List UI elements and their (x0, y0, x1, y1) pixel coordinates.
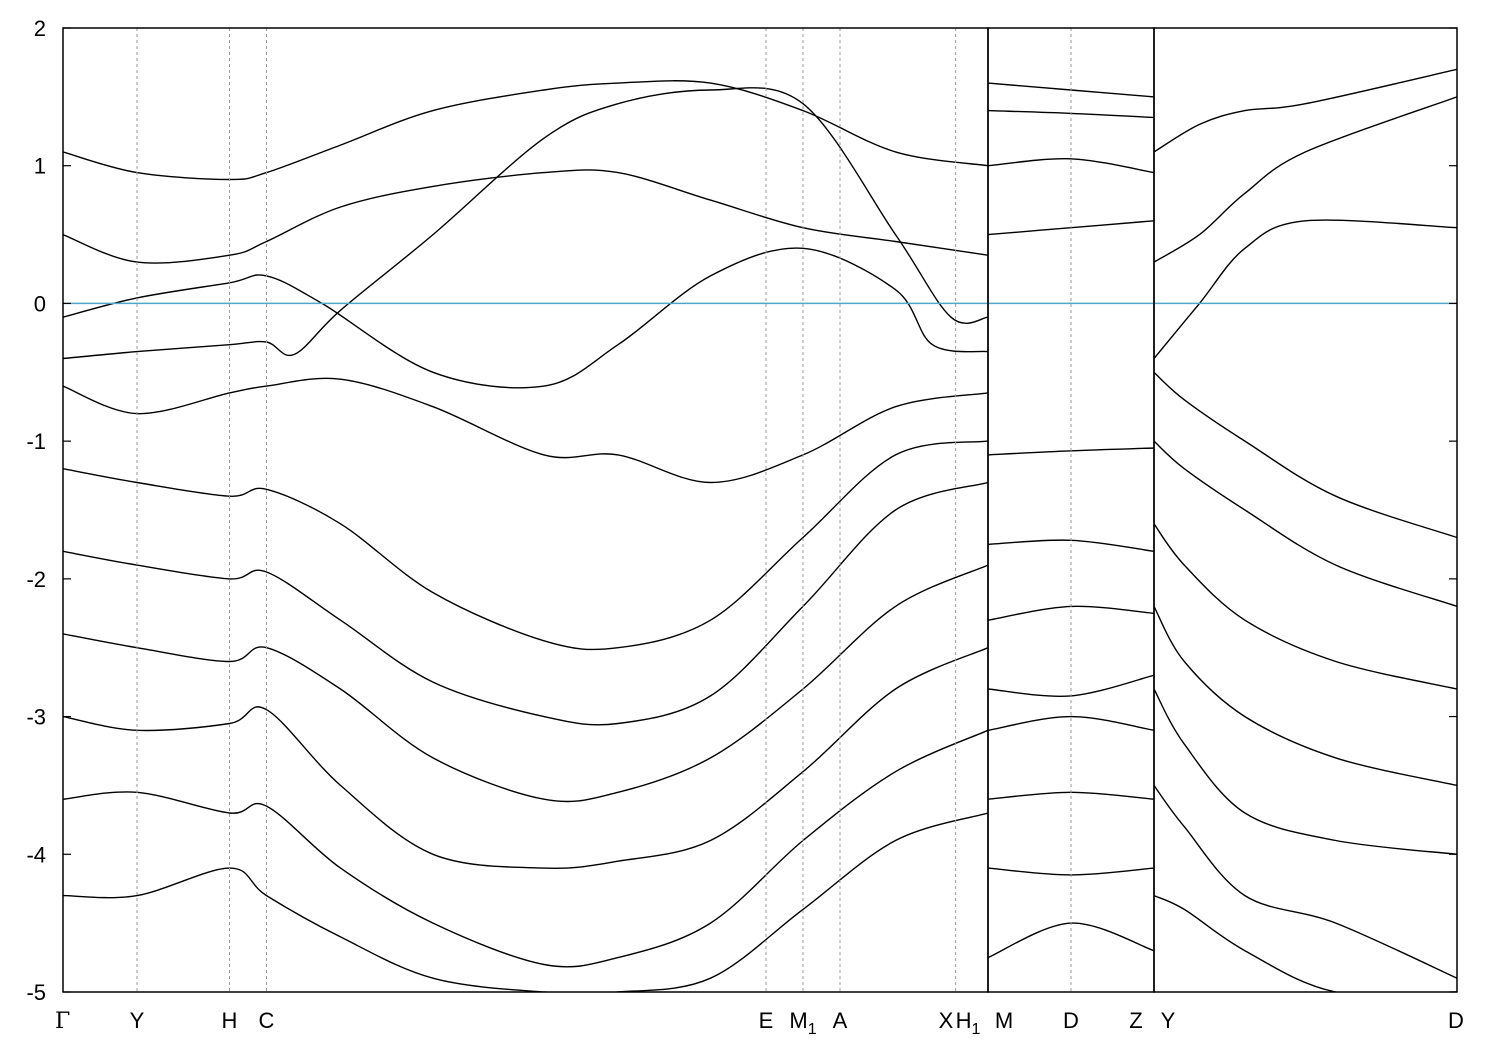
frame-layer (62, 27, 1458, 993)
x-tick-label: E (759, 1008, 774, 1033)
band-line (1154, 523, 1457, 690)
band-line (63, 481, 988, 726)
band-line (1154, 68, 1457, 153)
x-tick-label: X (939, 1008, 954, 1033)
y-tick-label: 0 (34, 291, 46, 316)
band-line (63, 647, 988, 870)
y-tick-label: -1 (26, 429, 46, 454)
band-line (63, 80, 988, 181)
grid-layer (136, 28, 1072, 992)
x-tick-label: H (222, 1008, 238, 1033)
panel-frame (62, 27, 989, 993)
x-tick-label: H1 (956, 1008, 981, 1038)
band-line (63, 247, 988, 389)
band-line (63, 87, 988, 360)
y-tick-label: -3 (26, 705, 46, 730)
x-tick-label: D (1448, 1008, 1464, 1033)
band-line (988, 157, 1154, 174)
x-tick-label: Γ (55, 1009, 70, 1034)
panel-frame (1153, 27, 1458, 993)
band-line (1154, 784, 1457, 979)
y-tick-label: 1 (34, 154, 46, 179)
band-line (63, 729, 988, 968)
band-line (1154, 606, 1457, 787)
band-line (1154, 371, 1457, 539)
x-axis-ticks: Γ Y H C E M1 A X H1 M D Z Y D (55, 1008, 1464, 1038)
y-tick-label: -2 (26, 567, 46, 592)
band-line (1154, 96, 1457, 263)
x-tick-label: C (259, 1008, 275, 1033)
band-line (988, 715, 1154, 731)
x-tick-label: Y (130, 1008, 145, 1033)
band-line (1154, 440, 1457, 608)
band-line (63, 564, 988, 803)
band-line (1154, 219, 1457, 359)
band-line (63, 169, 988, 264)
panel-2-bands (1154, 68, 1457, 992)
y-tick-label: -4 (26, 842, 46, 867)
band-line (63, 812, 988, 992)
x-tick-label: M (995, 1008, 1013, 1033)
x-tick-label: A (833, 1008, 848, 1033)
band-line (63, 377, 988, 484)
y-tick-label: 2 (34, 16, 46, 41)
x-tick-label: D (1063, 1008, 1079, 1033)
panel-0-bands (63, 80, 988, 992)
y-axis-ticks: -5 -4 -3 -2 -1 0 1 2 (26, 16, 1457, 1005)
x-tick-label: M1 (789, 1008, 816, 1038)
band-line (63, 440, 988, 651)
band-line (1154, 894, 1457, 992)
y-tick-label: -5 (26, 980, 46, 1005)
x-tick-label: Z (1129, 1008, 1142, 1033)
bands-layer (63, 68, 1457, 992)
x-tick-label: Y (1161, 1008, 1176, 1033)
band-line (1154, 688, 1457, 855)
